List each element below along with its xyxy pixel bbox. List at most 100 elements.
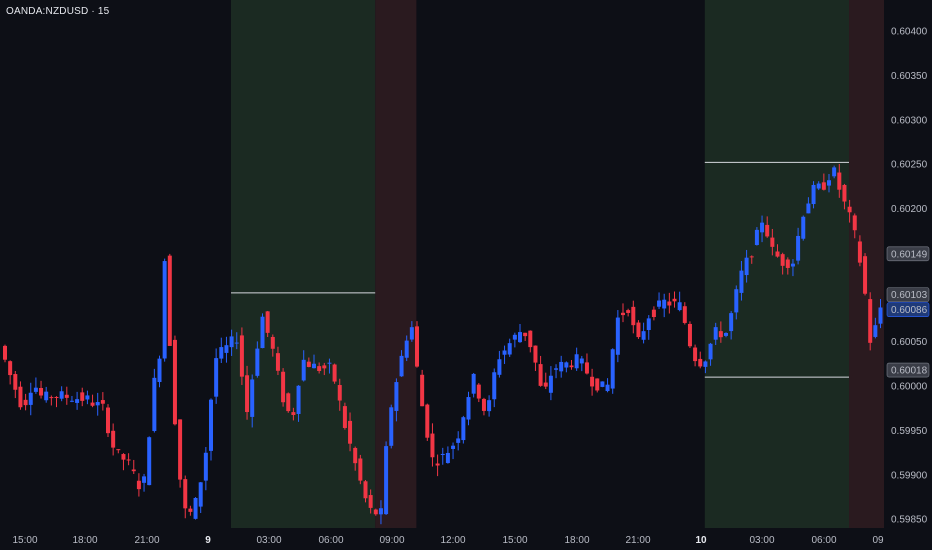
- price-badge-label: 0.60018: [891, 366, 928, 377]
- candle-body: [687, 323, 692, 347]
- candle-body: [296, 385, 301, 414]
- candle-body: [621, 312, 625, 316]
- candle-body: [80, 392, 85, 401]
- candle-body: [44, 391, 49, 401]
- price-badge: [886, 287, 930, 302]
- candle-body: [631, 306, 636, 326]
- candle-body: [203, 452, 208, 481]
- candle-body: [224, 345, 229, 353]
- candle-body: [523, 332, 528, 337]
- candle-body: [641, 331, 646, 340]
- time-tick-label: 15:00: [12, 535, 37, 546]
- candle-body: [569, 365, 574, 368]
- candle-body: [605, 384, 610, 392]
- candle-body: [842, 184, 847, 202]
- candle-body: [481, 398, 486, 411]
- candle-body: [765, 224, 770, 237]
- time-tick-label: 03:00: [749, 535, 774, 546]
- candle-body: [157, 358, 162, 383]
- time-tick-label: 15:00: [502, 535, 527, 546]
- time-tick-label: 18:00: [564, 535, 589, 546]
- candle-body: [270, 336, 275, 349]
- candle-body: [595, 378, 600, 391]
- candle-body: [75, 399, 80, 403]
- candle-body: [868, 299, 873, 343]
- time-axis-bg: [0, 528, 932, 550]
- price-badge: [886, 362, 930, 378]
- candle-body: [389, 407, 394, 446]
- candle-body: [847, 206, 852, 213]
- time-axis[interactable]: 15:00 18:00 21:00 9 03:00 06:00 09:00 12:00 15:0…: [0, 528, 932, 550]
- candle-body: [651, 309, 656, 318]
- candle-body: [682, 306, 687, 323]
- candle-body: [342, 406, 347, 428]
- candle-body: [85, 395, 90, 400]
- candle-body: [533, 345, 538, 363]
- candle-body: [28, 392, 33, 405]
- price-badge: [886, 246, 930, 262]
- candle-body: [327, 362, 332, 364]
- candle-body: [445, 452, 450, 464]
- candle-body: [528, 330, 533, 348]
- candle-body: [198, 482, 203, 507]
- time-tick-label: 09:00: [379, 535, 404, 546]
- candle-body: [425, 404, 430, 438]
- candle-body: [54, 396, 59, 398]
- candle-body: [286, 393, 291, 412]
- candle-body: [863, 256, 868, 294]
- candle-body: [827, 180, 831, 186]
- candle-body: [600, 381, 605, 387]
- candle-body: [337, 385, 342, 401]
- price-tick-label: 0.59850: [891, 515, 928, 526]
- price-badge-label: 0.60149: [891, 249, 928, 260]
- candle-body: [811, 184, 816, 205]
- candle-body: [646, 318, 651, 331]
- candle-body: [162, 261, 167, 359]
- candle-body: [507, 343, 512, 355]
- candle-body: [785, 259, 790, 268]
- candle-body: [301, 359, 306, 381]
- candle-body: [245, 375, 250, 413]
- candle-body: [178, 419, 183, 480]
- price-axis[interactable]: 0.60400 0.60350 0.60300 0.60250 0.60200 0.600…: [884, 0, 932, 550]
- candle-body: [275, 353, 280, 371]
- time-tick-label: 06:00: [811, 535, 836, 546]
- candle-body: [255, 348, 260, 376]
- candle-body: [703, 361, 708, 367]
- candle-body: [780, 254, 785, 266]
- price-tick-label: 0.60250: [891, 160, 928, 171]
- candle-body: [172, 339, 177, 425]
- candle-body: [837, 172, 842, 190]
- time-tick-label: 06:00: [318, 535, 343, 546]
- candle-body: [291, 412, 296, 415]
- candle-body: [543, 382, 548, 387]
- candle-body: [59, 391, 64, 399]
- candle-body: [363, 481, 368, 499]
- candle-body: [100, 400, 105, 404]
- candle-body: [420, 374, 425, 407]
- candle-body: [49, 397, 54, 399]
- candle-body: [636, 322, 641, 338]
- candle-body: [152, 377, 157, 431]
- candle-body: [250, 379, 255, 417]
- candle-body: [852, 215, 857, 231]
- candle-body: [430, 433, 435, 458]
- candle-body: [3, 345, 7, 360]
- candle-body: [821, 182, 826, 190]
- candle-body: [487, 400, 492, 412]
- price-tick-label: 0.60200: [891, 204, 928, 215]
- candle-body: [13, 374, 18, 390]
- candle-body: [142, 476, 147, 483]
- candle-body: [69, 400, 74, 402]
- candle-body: [775, 251, 780, 257]
- candle-body: [188, 508, 193, 512]
- time-tick-label: 09: [872, 535, 884, 546]
- candle-body: [584, 362, 589, 374]
- candle-body: [394, 382, 399, 411]
- candle-body: [754, 229, 759, 245]
- candle-body: [373, 509, 378, 515]
- candle-body: [713, 327, 718, 340]
- candle-body: [90, 402, 95, 406]
- candle-body: [234, 342, 239, 344]
